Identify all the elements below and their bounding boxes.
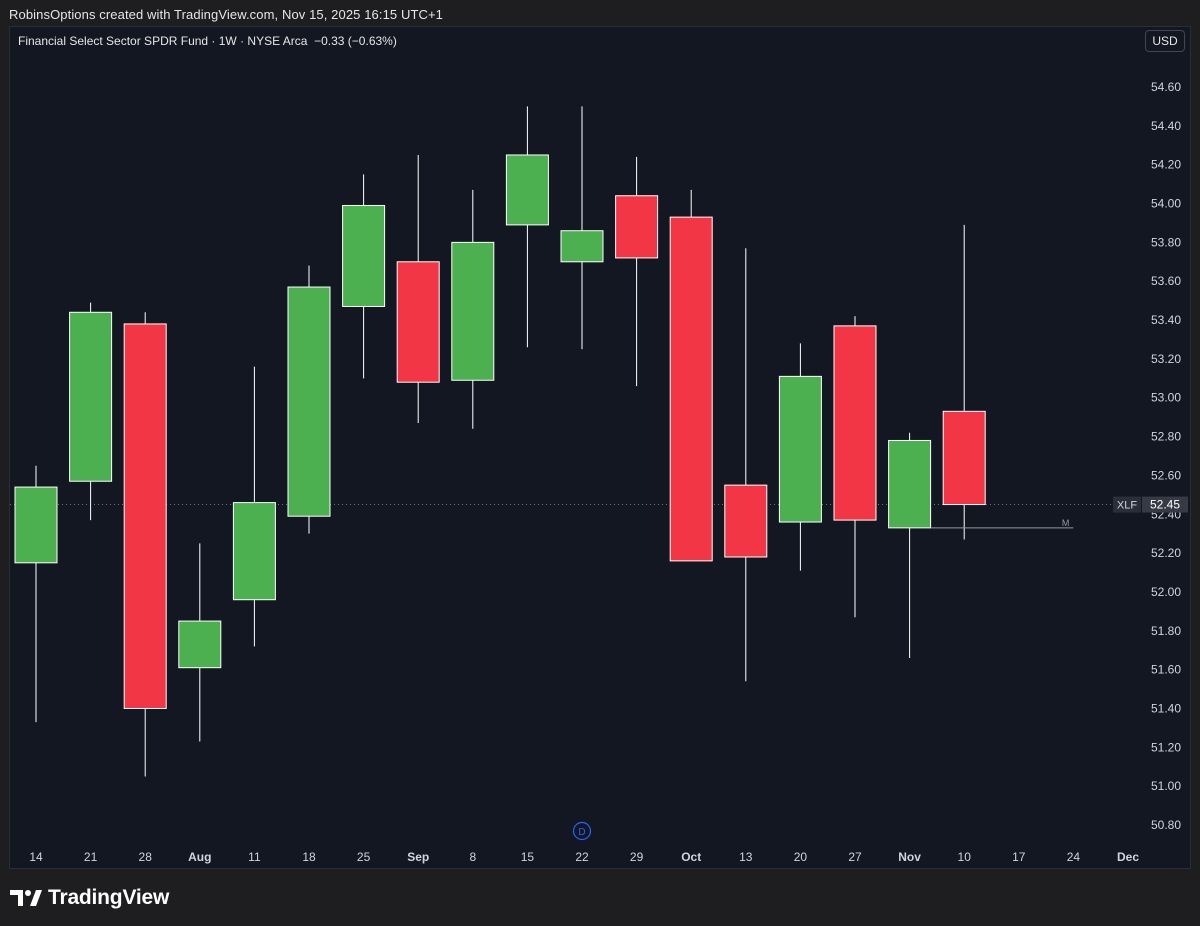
time-axis-tick: 21 <box>84 850 98 864</box>
candle-body-down <box>123 323 167 709</box>
candle-0 <box>14 465 58 723</box>
candle-body-down <box>615 195 659 259</box>
candle-7 <box>396 154 440 423</box>
price-axis-tick: 51.40 <box>1151 701 1181 715</box>
time-axis-tick: 14 <box>29 850 43 864</box>
time-axis-tick: 15 <box>521 850 535 864</box>
candle-body-up <box>560 230 604 263</box>
candle-body-down <box>942 410 986 506</box>
time-axis-tick: Nov <box>898 850 921 864</box>
candle-3 <box>178 543 222 742</box>
time-axis[interactable]: 14 21 28 Aug 11 18 25 Sep 8 15 22 29 Oct 13 20 27 Nov 10 1… <box>29 850 1139 864</box>
time-axis-tick: Aug <box>188 850 211 864</box>
candle-body-up <box>888 439 932 529</box>
time-axis-tick: 10 <box>958 850 972 864</box>
chart-pane[interactable] <box>9 26 1191 869</box>
time-axis-tick: Sep <box>407 850 429 864</box>
last-price-symbol-badge <box>1113 496 1141 513</box>
time-axis-tick: Dec <box>1117 850 1139 864</box>
time-axis-tick: 13 <box>739 850 753 864</box>
price-axis-tick: 54.20 <box>1151 158 1181 172</box>
candle-body-up <box>778 375 822 523</box>
last-price-value: 52.45 <box>1150 498 1180 512</box>
candle-body-up <box>14 486 58 564</box>
time-axis-tick: 17 <box>1012 850 1026 864</box>
candle-body-up <box>69 311 113 482</box>
candle-body-up <box>232 502 276 601</box>
time-axis-tick: 29 <box>630 850 644 864</box>
price-axis-tick: 51.60 <box>1151 663 1181 677</box>
price-axis-tick: 53.20 <box>1151 352 1181 366</box>
symbol-legend[interactable]: Financial Select Sector SPDR Fund · 1W ·… <box>18 34 397 48</box>
candle-14 <box>778 343 822 571</box>
candles-group <box>14 106 986 777</box>
price-axis-tick: 52.00 <box>1151 585 1181 599</box>
price-axis-tick: 54.40 <box>1151 119 1181 133</box>
time-axis-tick: 20 <box>794 850 808 864</box>
price-axis-tick: 53.40 <box>1151 313 1181 327</box>
time-axis-tick: 8 <box>469 850 476 864</box>
candle-body-down <box>833 325 877 521</box>
dividend-marker-label: D <box>578 827 585 838</box>
time-axis-tick: 18 <box>302 850 316 864</box>
price-axis-tick: 52.80 <box>1151 430 1181 444</box>
candle-15 <box>833 316 877 618</box>
candle-body-up <box>505 154 549 226</box>
chart-attribution: RobinsOptions created with TradingView.c… <box>9 7 443 22</box>
time-axis-tick: 11 <box>248 850 261 864</box>
candle-8 <box>451 189 495 429</box>
price-axis-tick: 54.60 <box>1151 80 1181 94</box>
time-axis-tick: 22 <box>575 850 589 864</box>
candle-11 <box>615 156 659 387</box>
candle-6 <box>342 174 386 379</box>
price-axis[interactable]: 50.80 51.00 51.20 51.40 51.60 51.80 52.00 52.20… <box>1151 80 1181 832</box>
price-axis-tick: 51.00 <box>1151 779 1181 793</box>
price-axis-tick: 53.60 <box>1151 274 1181 288</box>
candle-17 <box>942 224 986 540</box>
last-price-value-badge <box>1142 496 1188 513</box>
candle-10 <box>560 106 604 350</box>
tradingview-brand: TradingView <box>10 886 169 910</box>
time-axis-tick: Oct <box>681 850 701 864</box>
dividend-marker-icon[interactable] <box>572 821 592 841</box>
candle-body-up <box>451 241 495 381</box>
price-axis-tick: 51.20 <box>1151 740 1181 754</box>
candle-13 <box>724 248 768 682</box>
candle-16 <box>888 432 932 658</box>
candle-4 <box>232 366 276 647</box>
candle-1 <box>69 302 113 521</box>
candle-12 <box>669 189 713 562</box>
time-axis-tick: 27 <box>848 850 862 864</box>
candle-2 <box>123 312 167 777</box>
time-axis-tick: 24 <box>1067 850 1081 864</box>
time-axis-tick: 25 <box>357 850 371 864</box>
candle-body-up <box>178 620 222 669</box>
time-axis-tick: 28 <box>139 850 153 864</box>
price-axis-tick: 50.80 <box>1151 818 1181 832</box>
price-axis-tick: 51.80 <box>1151 624 1181 638</box>
price-axis-tick: 53.00 <box>1151 391 1181 405</box>
candle-body-up <box>342 204 386 307</box>
marker-line-group: M <box>931 518 1074 529</box>
currency-button[interactable]: USD <box>1145 30 1185 52</box>
price-axis-tick: 53.80 <box>1151 235 1181 249</box>
candle-body-down <box>396 261 440 383</box>
price-axis-tick: 52.20 <box>1151 546 1181 560</box>
marker-line-label: M <box>1062 518 1070 528</box>
tradingview-wordmark: TradingView <box>48 886 170 909</box>
candle-9 <box>505 106 549 348</box>
price-axis-tick: 52.60 <box>1151 468 1181 482</box>
event-marker-group[interactable]: D <box>572 821 592 841</box>
last-price-label-group: XLF 52.45 <box>1113 496 1188 513</box>
candle-body-down <box>724 484 768 558</box>
candle-body-down <box>669 216 713 562</box>
price-axis-tick: 54.00 <box>1151 197 1181 211</box>
candle-5 <box>287 265 331 534</box>
last-price-symbol: XLF <box>1117 500 1137 512</box>
tradingview-logo-icon <box>10 890 42 906</box>
candle-body-up <box>287 286 331 517</box>
